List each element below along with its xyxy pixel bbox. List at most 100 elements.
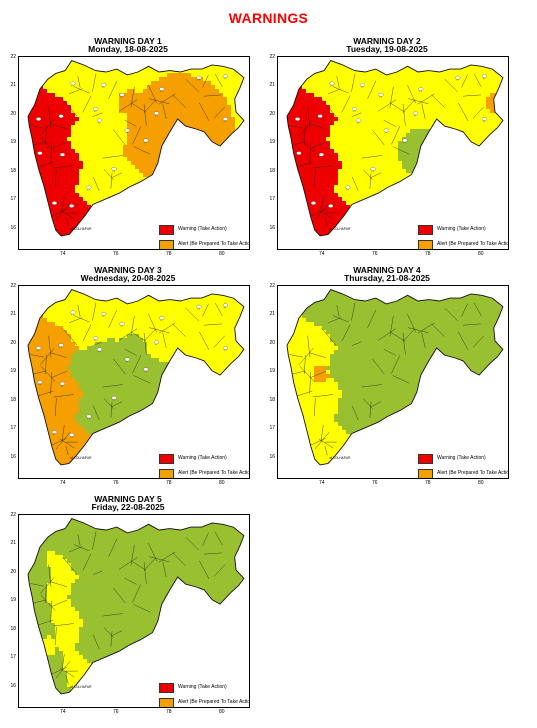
x-tick-label: 74 bbox=[59, 709, 66, 715]
day-date: Friday, 22-08-2025 bbox=[91, 502, 165, 512]
y-tick-label: 16 bbox=[10, 453, 16, 460]
map-svg: of KOLHAPUR bbox=[286, 60, 504, 237]
x-tick-label: 74 bbox=[59, 251, 66, 257]
kolhapur-label: of KOLHAPUR bbox=[329, 456, 351, 460]
y-tick-label: 18 bbox=[269, 396, 275, 403]
kolhapur-label: of KOLHAPUR bbox=[70, 227, 92, 231]
legend-label: Warning (Take Action) bbox=[178, 684, 227, 690]
x-tick-label: 80 bbox=[218, 251, 225, 257]
map-svg: of KOLHAPUR bbox=[27, 518, 245, 695]
kolhapur-label: of KOLHAPUR bbox=[70, 456, 92, 460]
x-tick-label: 78 bbox=[165, 480, 172, 486]
y-tick-label: 17 bbox=[10, 196, 16, 203]
day-date: Thursday, 21-08-2025 bbox=[344, 273, 430, 283]
legend-label: Warning (Take Action) bbox=[437, 226, 486, 232]
legend-label: Alert (Be Prepared To Take Action) bbox=[437, 470, 509, 476]
y-tick-label: 19 bbox=[10, 139, 16, 146]
legend-swatch bbox=[159, 225, 174, 235]
y-tick-label: 20 bbox=[10, 568, 16, 575]
x-tick-label: 78 bbox=[424, 480, 431, 486]
y-tick-label: 18 bbox=[269, 167, 275, 174]
legend-swatch bbox=[418, 454, 433, 464]
weather-icon-layer bbox=[295, 74, 487, 209]
legend-label: Warning (Take Action) bbox=[437, 455, 486, 461]
y-tick-label: 18 bbox=[10, 396, 16, 403]
y-tick-label: 22 bbox=[10, 511, 16, 518]
day-date: Monday, 18-08-2025 bbox=[88, 44, 168, 54]
y-tick-label: 21 bbox=[10, 82, 16, 89]
x-tick-label: 78 bbox=[424, 251, 431, 257]
state-outline bbox=[27, 518, 245, 695]
y-tick-label: 21 bbox=[10, 540, 16, 547]
y-tick-label: 18 bbox=[10, 625, 16, 632]
y-tick-label: 19 bbox=[10, 368, 16, 375]
legend-swatch bbox=[418, 240, 433, 249]
y-tick-label: 17 bbox=[10, 654, 16, 661]
x-tick-label: 80 bbox=[477, 251, 484, 257]
y-tick-label: 17 bbox=[269, 196, 275, 203]
map-svg: of KOLHAPUR bbox=[286, 289, 504, 466]
state-outline bbox=[27, 60, 245, 237]
y-tick-label: 19 bbox=[10, 597, 16, 604]
y-tick-label: 21 bbox=[269, 82, 275, 89]
day-date: Tuesday, 19-08-2025 bbox=[346, 44, 428, 54]
y-tick-label: 16 bbox=[269, 453, 275, 460]
kolhapur-label: of KOLHAPUR bbox=[329, 227, 351, 231]
y-tick-label: 22 bbox=[10, 282, 16, 289]
y-tick-label: 16 bbox=[10, 224, 16, 231]
x-tick-label: 76 bbox=[112, 709, 119, 715]
y-tick-label: 22 bbox=[269, 53, 275, 60]
y-tick-label: 20 bbox=[10, 110, 16, 117]
x-tick-label: 80 bbox=[218, 480, 225, 486]
y-tick-label: 19 bbox=[269, 139, 275, 146]
legend-swatch bbox=[418, 469, 433, 478]
y-tick-label: 21 bbox=[269, 311, 275, 318]
legend-swatch bbox=[159, 698, 174, 707]
day-title: WARNING DAY 2 bbox=[353, 36, 421, 46]
y-tick-label: 20 bbox=[10, 339, 16, 346]
x-tick-label: 76 bbox=[112, 480, 119, 486]
legend-swatch bbox=[159, 454, 174, 464]
x-tick-label: 76 bbox=[371, 480, 378, 486]
x-tick-label: 78 bbox=[165, 251, 172, 257]
day-title: WARNING DAY 4 bbox=[353, 265, 421, 275]
y-tick-label: 18 bbox=[10, 167, 16, 174]
map-frame: of KOLHAPUR Warning (Take Action) Alert (B… bbox=[277, 285, 509, 479]
legend-swatch bbox=[159, 683, 174, 693]
legend-label: Alert (Be Prepared To Take Action) bbox=[178, 699, 250, 705]
weather-icon-layer bbox=[36, 74, 228, 209]
state-outline bbox=[286, 60, 504, 237]
legend-label: Alert (Be Prepared To Take Action) bbox=[178, 470, 250, 476]
legend-label: Warning (Take Action) bbox=[178, 455, 227, 461]
map-frame: of KOLHAPUR Warning (Take Action) Alert (B… bbox=[18, 285, 250, 479]
map-svg: of KOLHAPUR bbox=[27, 289, 245, 466]
y-tick-label: 20 bbox=[269, 110, 275, 117]
x-tick-label: 76 bbox=[371, 251, 378, 257]
map-frame: of KOLHAPUR Warning (Take Action) Alert (B… bbox=[18, 56, 250, 250]
legend-swatch bbox=[418, 225, 433, 235]
x-tick-label: 80 bbox=[477, 480, 484, 486]
y-tick-label: 22 bbox=[269, 282, 275, 289]
y-tick-label: 19 bbox=[269, 368, 275, 375]
state-outline bbox=[27, 289, 245, 466]
x-tick-label: 76 bbox=[112, 251, 119, 257]
x-tick-label: 74 bbox=[318, 251, 325, 257]
state-outline bbox=[286, 289, 504, 466]
y-tick-label: 20 bbox=[269, 339, 275, 346]
y-tick-label: 16 bbox=[269, 224, 275, 231]
y-tick-label: 22 bbox=[10, 53, 16, 60]
day-title: WARNING DAY 3 bbox=[94, 265, 162, 275]
y-tick-label: 17 bbox=[269, 425, 275, 432]
page-title: WARNINGS bbox=[228, 10, 309, 26]
day-title: WARNING DAY 5 bbox=[94, 494, 162, 504]
x-tick-label: 78 bbox=[165, 709, 172, 715]
map-svg: of KOLHAPUR bbox=[27, 60, 245, 237]
kolhapur-label: of KOLHAPUR bbox=[70, 685, 92, 689]
y-tick-label: 21 bbox=[10, 311, 16, 318]
y-tick-label: 16 bbox=[10, 682, 16, 689]
legend-swatch bbox=[159, 240, 174, 249]
x-tick-label: 74 bbox=[59, 480, 66, 486]
weather-icon-layer bbox=[36, 303, 228, 438]
legend-label: Warning (Take Action) bbox=[178, 226, 227, 232]
x-tick-label: 80 bbox=[218, 709, 225, 715]
